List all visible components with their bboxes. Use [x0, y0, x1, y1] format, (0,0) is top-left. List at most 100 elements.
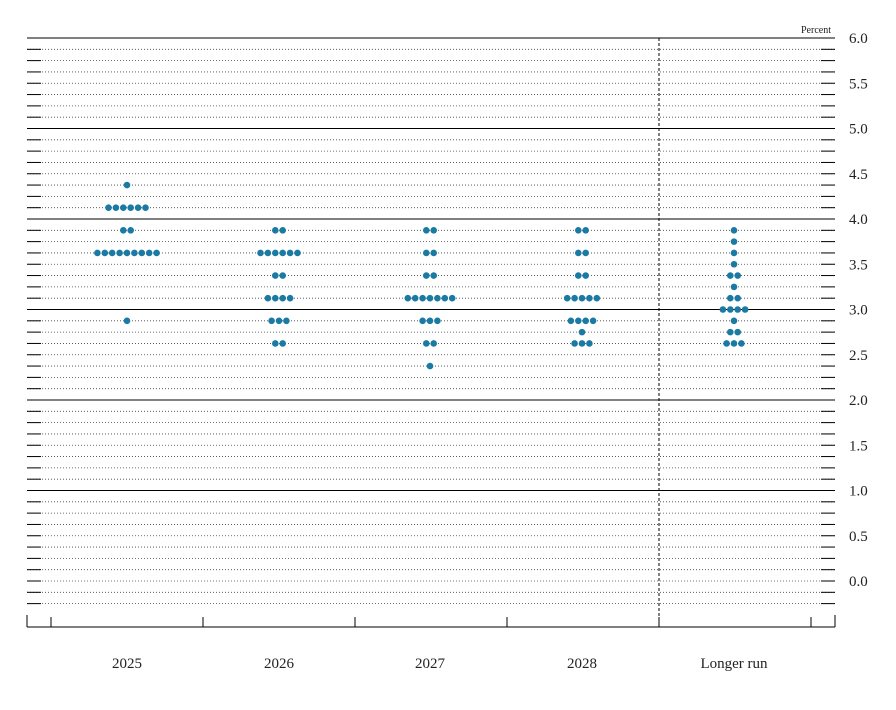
y-tick-label: 0.5	[849, 529, 868, 545]
data-dot	[272, 340, 279, 347]
data-dot	[575, 249, 582, 257]
data-dot	[145, 249, 153, 257]
data-dot	[105, 204, 112, 211]
category-label: 2028	[567, 656, 597, 672]
data-dot	[738, 340, 745, 347]
data-dot	[123, 317, 131, 325]
data-dot	[571, 294, 578, 302]
data-dot	[272, 249, 279, 257]
gridlines	[27, 37, 835, 605]
data-dot	[279, 227, 287, 234]
data-dot	[582, 227, 589, 234]
y-tick-label: 2.5	[849, 348, 868, 364]
data-dot	[582, 317, 589, 325]
data-dot	[112, 204, 120, 211]
data-dot	[575, 317, 582, 325]
data-dot	[423, 227, 430, 234]
y-tick-label: 5.0	[849, 122, 868, 138]
data-dot	[127, 204, 134, 211]
data-dot	[108, 249, 116, 257]
data-dot	[727, 272, 734, 279]
category-labels: 2025 2026 2027 2028 Longer run	[112, 656, 768, 672]
data-dot	[723, 340, 730, 347]
y-tick-label: 1.5	[849, 438, 868, 454]
data-dot	[582, 272, 589, 279]
data-dot	[434, 294, 441, 302]
data-dot	[727, 306, 734, 313]
category-label: 2025	[112, 656, 142, 672]
data-dot	[578, 340, 586, 347]
data-dot	[131, 249, 138, 257]
data-dot	[120, 204, 127, 211]
data-dot	[582, 249, 589, 257]
plot-frame	[26, 38, 836, 628]
data-dot	[567, 317, 575, 325]
data-dot	[423, 272, 430, 279]
y-tick-label: 1.0	[849, 484, 868, 500]
data-dot	[734, 306, 741, 313]
data-dot	[441, 294, 449, 302]
y-tick-labels: 6.0 5.5 5.0 4.5 4.0 3.5 3.0 2.5 2.0 1.5 1.0 0.5 0.0	[849, 31, 868, 590]
y-tick-label: 3.5	[849, 257, 868, 273]
data-dot	[272, 294, 279, 302]
data-dot	[430, 249, 438, 257]
data-dot	[734, 328, 741, 336]
data-dot	[268, 317, 275, 325]
data-dot	[275, 317, 283, 325]
data-dot	[730, 238, 738, 245]
data-dot	[279, 340, 287, 347]
data-dot	[257, 249, 264, 257]
data-dot	[153, 249, 160, 257]
y-tick-label: 2.0	[849, 393, 868, 409]
data-dot	[448, 294, 456, 302]
data-dot	[116, 249, 123, 257]
data-dot	[730, 317, 738, 325]
y-tick-label: 6.0	[849, 31, 868, 47]
data-dot	[426, 317, 434, 325]
y-tick-label: 4.0	[849, 212, 868, 228]
data-dot	[734, 294, 741, 302]
data-dot	[264, 249, 272, 257]
data-dot	[411, 294, 419, 302]
data-dot	[94, 249, 101, 257]
data-dot	[575, 272, 582, 279]
data-dot	[286, 294, 294, 302]
data-dot	[286, 249, 294, 257]
data-dot	[264, 294, 272, 302]
data-dot	[730, 249, 738, 257]
data-dot	[730, 283, 738, 291]
data-dot	[404, 294, 412, 302]
y-unit-label: Percent	[801, 25, 831, 36]
data-dot	[727, 294, 734, 302]
data-dot	[272, 227, 279, 234]
data-dot	[741, 306, 749, 313]
y-tick-label: 0.0	[849, 574, 868, 590]
data-dot	[730, 227, 738, 234]
data-dot	[123, 181, 131, 189]
category-label: 2027	[415, 656, 446, 672]
data-dot	[423, 249, 430, 257]
data-dot	[279, 249, 287, 257]
data-dot	[426, 294, 434, 302]
data-dot	[563, 294, 571, 302]
data-dot	[142, 204, 149, 211]
data-dot	[426, 362, 434, 370]
data-dot	[586, 294, 593, 302]
data-dot	[589, 317, 597, 325]
data-dot	[734, 272, 741, 279]
data-dot	[578, 328, 586, 336]
data-dot	[586, 340, 593, 347]
y-tick-label: 3.0	[849, 303, 868, 319]
data-dot	[430, 272, 438, 279]
data-dot	[123, 249, 131, 257]
data-dot	[127, 227, 134, 234]
data-dot	[727, 328, 734, 336]
data-dots	[94, 181, 749, 370]
data-dot	[138, 249, 146, 257]
data-dot	[134, 204, 142, 211]
data-dot	[430, 340, 438, 347]
category-label: Longer run	[700, 656, 768, 672]
data-dot	[593, 294, 601, 302]
data-dot	[279, 272, 287, 279]
